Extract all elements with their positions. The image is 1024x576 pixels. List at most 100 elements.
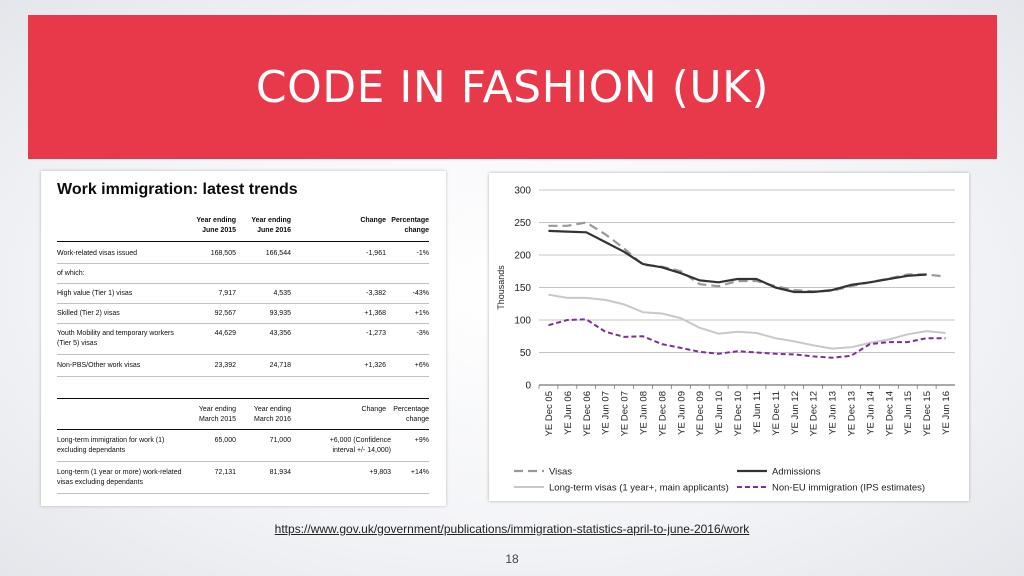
x-tick-label: YE Dec 14 xyxy=(884,391,895,436)
column-header-line: change xyxy=(406,416,429,423)
x-tick-label: YE Dec 07 xyxy=(620,391,631,436)
y-tick-label: 250 xyxy=(514,218,531,229)
cell-2016-line: 166,544 xyxy=(265,250,291,257)
x-tick-label: YE Jun 08 xyxy=(639,391,650,435)
table-row-label-line: Long-term immigration for work (1) xyxy=(57,437,165,444)
y-tick-label: 0 xyxy=(525,381,531,392)
x-tick-label: YE Dec 12 xyxy=(809,391,820,436)
table-row-label-line: of which: xyxy=(57,270,85,277)
column-header-line: Year ending xyxy=(251,217,291,224)
table-divider xyxy=(57,493,429,494)
cell-change: +9,803 xyxy=(296,468,391,478)
table-row-label-line: Non-PBS/Other work visas xyxy=(57,362,141,369)
table-row-label: of which: xyxy=(57,269,197,279)
cell-change: +6,000 (Confidence interval +/- 14,000) xyxy=(296,436,391,456)
legend-label: Non-EU immigration (IPS estimates) xyxy=(772,483,925,494)
cell-2016: 166,544 xyxy=(246,249,291,259)
cell-pct: +1% xyxy=(381,309,429,319)
cell-2015-line: 92,567 xyxy=(214,310,236,317)
cell-2016: 81,934 xyxy=(246,468,291,478)
x-tick-label: YE Jun 10 xyxy=(714,391,725,435)
cell-2016: 71,000 xyxy=(246,436,291,446)
title-banner: CODE IN FASHION (UK) xyxy=(28,15,997,159)
source-link[interactable]: https://www.gov.uk/government/publicatio… xyxy=(274,522,750,536)
slide-title: CODE IN FASHION (UK) xyxy=(255,61,770,113)
cell-pct-line: -1% xyxy=(416,250,429,257)
table-title: Work immigration: latest trends xyxy=(57,181,298,198)
table-row-label: High value (Tier 1) visas xyxy=(57,289,197,299)
y-axis-label: Thousands xyxy=(496,265,506,310)
table-divider xyxy=(57,323,429,324)
x-tick-label: YE Dec 05 xyxy=(544,391,555,436)
x-tick-label: YE Jun 12 xyxy=(790,391,801,435)
cell-2015: 23,392 xyxy=(191,361,236,371)
x-tick-label: YE Jun 11 xyxy=(752,391,763,434)
column-header-line: June 2016 xyxy=(257,227,291,234)
cell-change-line: interval +/- 14,000) xyxy=(332,447,391,454)
column-header-line: Change xyxy=(361,406,386,413)
cell-pct-line: -3% xyxy=(416,330,429,337)
cell-change-line: +6,000 (Confidence xyxy=(329,437,391,444)
x-tick-label: YE Jun 16 xyxy=(941,391,952,435)
cell-pct: -3% xyxy=(381,329,429,339)
cell-2016: 43,356 xyxy=(246,329,291,339)
y-tick-label: 100 xyxy=(514,316,531,327)
x-tick-label: YE Dec 11 xyxy=(771,391,782,436)
table-row-label: Youth Mobility and temporary workers (Tie… xyxy=(57,329,197,349)
table-divider xyxy=(57,461,429,462)
cell-2015-line: 7,917 xyxy=(218,290,236,297)
y-tick-label: 150 xyxy=(514,283,531,294)
table-row-label: Long-term (1 year or more) work-related v… xyxy=(57,468,207,488)
cell-2015-line: 44,629 xyxy=(214,330,236,337)
x-tick-label: YE Dec 15 xyxy=(922,391,933,436)
cell-change-line: +1,368 xyxy=(364,310,386,317)
series-line-0 xyxy=(548,221,946,293)
x-tick-label: YE Jun 06 xyxy=(563,391,574,435)
x-tick-label: YE Jun 13 xyxy=(828,391,839,435)
cell-2015: 72,131 xyxy=(191,468,236,478)
column-header-line: Year ending xyxy=(253,406,291,413)
cell-2016: 4,535 xyxy=(246,289,291,299)
table-divider xyxy=(57,283,429,284)
cell-2015: 168,505 xyxy=(191,249,236,259)
cell-pct-line: -43% xyxy=(412,290,429,297)
chart-card: 0 50 100 150 200 250 300 Thousands YE Dec 05 YE J… xyxy=(489,173,969,501)
column-header-line: Percentage xyxy=(393,406,429,413)
x-tick-label: YE Dec 06 xyxy=(582,391,593,436)
x-tick-label: YE Dec 09 xyxy=(695,391,706,436)
column-header: Percentage change xyxy=(381,405,429,425)
column-header: Year ending June 2016 xyxy=(246,216,291,236)
table-row-label: Skilled (Tier 2) visas xyxy=(57,309,197,319)
x-tick-label: YE Jun 09 xyxy=(676,391,687,435)
cell-change-line: +9,803 xyxy=(369,469,391,476)
series-line-2 xyxy=(548,293,946,350)
cell-change: -3,382 xyxy=(331,289,386,299)
cell-change: -1,273 xyxy=(331,329,386,339)
cell-pct: -1% xyxy=(381,249,429,259)
table-divider xyxy=(57,263,429,264)
cell-2016-line: 93,935 xyxy=(269,310,291,317)
x-tick-label: YE Dec 08 xyxy=(657,391,668,436)
table-row-label-line: Long-term (1 year or more) work-related xyxy=(57,469,182,476)
cell-change-line: -3,382 xyxy=(366,290,386,297)
table-divider xyxy=(57,303,429,304)
cell-pct-line: +14% xyxy=(410,469,429,476)
column-header-line: June 2015 xyxy=(202,227,236,234)
cell-pct: +14% xyxy=(381,468,429,478)
cell-pct: -43% xyxy=(381,289,429,299)
column-header-line: Year ending xyxy=(198,406,236,413)
cell-2016: 93,935 xyxy=(246,309,291,319)
column-header-line: Change xyxy=(360,217,386,224)
cell-2015-line: 65,000 xyxy=(214,437,236,444)
x-tick-label: YE Dec 13 xyxy=(847,391,858,436)
cell-change: +1,326 xyxy=(331,361,386,371)
table-row-label-line: Work-related visas issued xyxy=(57,250,138,257)
cell-change-line: +1,326 xyxy=(364,362,386,369)
cell-change-line: -1,961 xyxy=(366,250,386,257)
column-header: Change xyxy=(331,216,386,226)
table-row-label-line: visas excluding dependants xyxy=(57,479,144,486)
cell-2016-line: 71,000 xyxy=(269,437,291,444)
work-immigration-table: Work immigration: latest trends Year end… xyxy=(41,171,446,506)
cell-2015: 92,567 xyxy=(191,309,236,319)
cell-pct-line: +6% xyxy=(414,362,429,369)
